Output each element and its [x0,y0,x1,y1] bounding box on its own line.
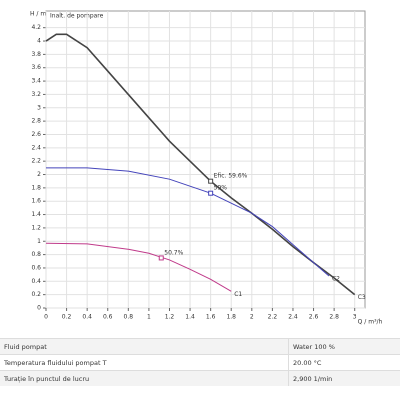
y-tick-label: 3.8 [31,51,41,58]
y-tick-label: 0.2 [31,291,41,298]
x-tick-label: 0.4 [82,314,92,321]
y-tick-label: 3.2 [31,91,41,98]
y-tick-label: 1.6 [31,198,41,205]
table-row: Turație în punctul de lucru 2,900 1/min [0,370,400,386]
x-tick-label: 2.8 [329,314,339,321]
series-label: C3 [358,294,366,301]
x-tick-label: 1.4 [185,314,195,321]
y-tick-label: 3.6 [31,64,41,71]
y-tick-label: 4.2 [31,24,41,31]
x-tick-label: 1.6 [206,314,216,321]
x-tick-label: 1 [147,314,151,321]
cell: Fluid pompat [0,338,289,355]
curve [45,242,232,292]
table-row: Fluid pompat Water 100 % [0,338,400,355]
annotation: 50.7% [164,249,183,256]
y-tick-label: 2.4 [31,144,41,151]
x-tick-label: 3 [353,314,357,321]
y-tick-label: 0.4 [31,278,41,285]
annotation: Efic. 59.6% [214,173,248,180]
y-tick-label: 1.2 [31,224,41,231]
y-axis-label: H / m [30,11,46,18]
y-tick-label: 1 [37,238,41,245]
x-tick-label: 2.6 [309,314,319,321]
y-tick-label: 1.4 [31,211,41,218]
x-tick-label: 0.8 [124,314,134,321]
x-tick-label: 0.6 [103,314,113,321]
operating-point [208,190,214,196]
y-tick-label: 3.4 [31,78,41,85]
x-tick-label: 1.8 [226,314,236,321]
x-tick-label: 2.4 [288,314,298,321]
series-label: C1 [234,291,242,298]
y-tick-label: 0.8 [31,251,41,258]
x-tick-label: 2.2 [268,314,278,321]
x-axis-label: Q / m³/h [358,319,383,326]
x-tick-label: 0 [44,314,48,321]
info-table: Fluid pompat Water 100 % Temperatura flui… [0,338,400,386]
x-tick-label: 0.2 [62,314,72,321]
cell: Temperatura fluidului pompat T [0,354,289,371]
cell: Water 100 % [288,338,400,355]
y-tick-label: 3 [37,104,41,111]
curve [45,33,356,296]
operating-point [208,178,214,184]
series-label: C2 [332,275,340,282]
y-tick-label: 2 [37,171,41,178]
table-row: Temperatura fluidului pompat T 20.00 °C [0,354,400,371]
x-tick-label: 2 [250,314,254,321]
curve [46,167,330,277]
y-tick-label: 1.8 [31,184,41,191]
operating-point [158,255,164,261]
y-tick-label: 0.6 [31,264,41,271]
cell: Turație în punctul de lucru [0,370,289,386]
legend-title: Inalt. de pompare [50,13,104,20]
x-tick-label: 1.2 [165,314,175,321]
y-tick-label: 2.6 [31,131,41,138]
y-tick-label: 0 [37,305,41,312]
y-tick-label: 2.2 [31,158,41,165]
cell: 2,900 1/min [288,370,400,386]
y-tick-label: 4 [37,38,41,45]
y-tick-label: 2.8 [31,118,41,125]
chart: H / m Q / m³/h Inalt. de pompare 0 0.2 0.4… [30,10,383,326]
annotation: 59% [214,185,228,192]
cell: 20.00 °C [288,354,400,371]
